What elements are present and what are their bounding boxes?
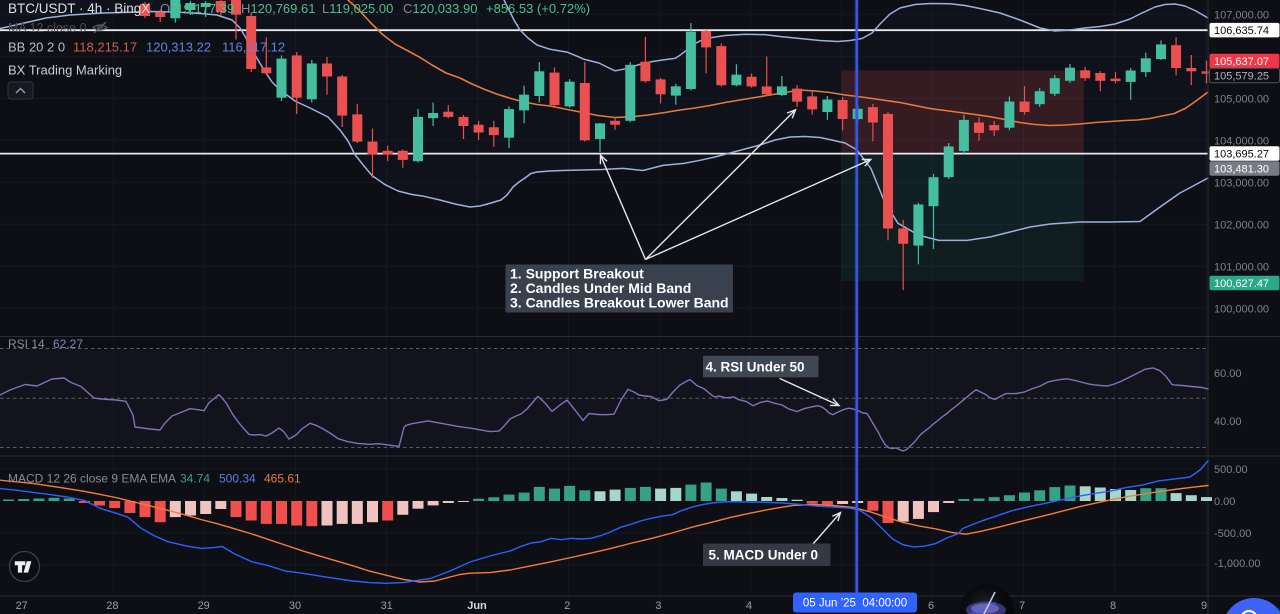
svg-text:40.00: 40.00 xyxy=(1214,416,1242,428)
svg-text:4: 4 xyxy=(746,600,752,612)
svg-text:05 Jun ’25 04:00:00: 05 Jun ’25 04:00:00 xyxy=(803,598,907,610)
svg-text:MACD 12 26 close 9 EMA EMA: MACD 12 26 close 9 EMA EMA xyxy=(8,472,176,486)
svg-text:27: 27 xyxy=(16,600,28,612)
svg-text:+856.53 (+0.72%): +856.53 (+0.72%) xyxy=(486,1,590,16)
svg-text:105,637.07: 105,637.07 xyxy=(1214,56,1269,68)
svg-text:0.00: 0.00 xyxy=(1214,496,1235,508)
svg-text:4. RSI Under 50: 4. RSI Under 50 xyxy=(706,360,805,375)
svg-text:102,000.00: 102,000.00 xyxy=(1214,219,1269,231)
svg-text:120,313.22: 120,313.22 xyxy=(146,40,211,55)
svg-text:31: 31 xyxy=(381,600,393,612)
svg-text:O119,177.39: O119,177.39 xyxy=(160,1,234,16)
svg-text:101,000.00: 101,000.00 xyxy=(1214,261,1269,273)
svg-text:105,579.25: 105,579.25 xyxy=(1214,71,1269,83)
svg-text:100,627.47: 100,627.47 xyxy=(1214,278,1269,290)
svg-text:1. Support Breakout: 1. Support Breakout xyxy=(510,266,644,282)
svg-text:107,000.00: 107,000.00 xyxy=(1214,9,1269,21)
svg-text:103,481.30: 103,481.30 xyxy=(1214,164,1269,176)
svg-text:BX Trading Marking: BX Trading Marking xyxy=(8,63,122,78)
svg-text:L119,025.00: L119,025.00 xyxy=(322,1,393,16)
svg-text:30: 30 xyxy=(289,600,301,612)
svg-text:6: 6 xyxy=(928,600,934,612)
svg-text:104,000.00: 104,000.00 xyxy=(1214,135,1269,147)
svg-text:Jun: Jun xyxy=(467,600,487,612)
svg-text:500.34: 500.34 xyxy=(219,472,256,486)
svg-text:BTC/USDT · 4h · BingX: BTC/USDT · 4h · BingX xyxy=(8,1,150,16)
svg-text:465.61: 465.61 xyxy=(264,472,301,486)
svg-text:RSI 14: RSI 14 xyxy=(8,337,45,351)
svg-text:34.74: 34.74 xyxy=(180,472,210,486)
svg-text:118,215.17: 118,215.17 xyxy=(73,40,137,55)
svg-text:BB 20 2 0: BB 20 2 0 xyxy=(8,40,65,55)
svg-text:29: 29 xyxy=(198,600,210,612)
svg-text:-1,000.00: -1,000.00 xyxy=(1214,558,1260,570)
svg-text:500.00: 500.00 xyxy=(1214,464,1248,476)
svg-text:8: 8 xyxy=(1110,600,1116,612)
svg-text:105,000.00: 105,000.00 xyxy=(1214,93,1269,105)
svg-text:5. MACD Under 0: 5. MACD Under 0 xyxy=(709,548,819,563)
svg-text:103,695.27: 103,695.27 xyxy=(1214,149,1269,161)
svg-text:2. Candles Under Mid Band: 2. Candles Under Mid Band xyxy=(510,280,691,296)
svg-text:103,000.00: 103,000.00 xyxy=(1214,177,1269,189)
svg-text:3: 3 xyxy=(655,600,661,612)
svg-text:100,000.00: 100,000.00 xyxy=(1214,303,1269,315)
svg-text:7: 7 xyxy=(1019,600,1025,612)
svg-text:-500.00: -500.00 xyxy=(1214,528,1251,540)
svg-text:2: 2 xyxy=(564,600,570,612)
svg-text:28: 28 xyxy=(106,600,118,612)
svg-text:9: 9 xyxy=(1201,600,1207,612)
svg-text:C120,033.90: C120,033.90 xyxy=(403,1,477,16)
svg-text:116,117.12: 116,117.12 xyxy=(222,40,285,55)
svg-text:MA 12 close 0: MA 12 close 0 xyxy=(8,21,87,35)
svg-text:3. Candles Breakout Lower Band: 3. Candles Breakout Lower Band xyxy=(510,295,729,311)
svg-text:60.00: 60.00 xyxy=(1214,368,1242,380)
svg-text:H120,769.61: H120,769.61 xyxy=(241,1,315,16)
svg-text:106,635.74: 106,635.74 xyxy=(1214,25,1269,37)
svg-text:62.27: 62.27 xyxy=(53,337,83,351)
